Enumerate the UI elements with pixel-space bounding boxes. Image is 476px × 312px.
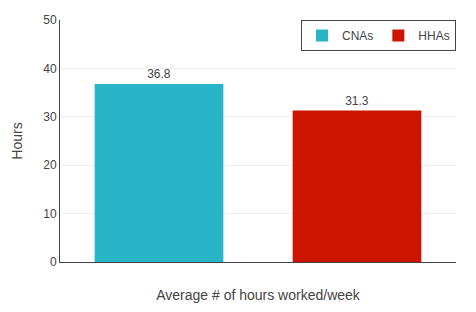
svg-text:0: 0	[50, 255, 57, 269]
svg-text:31.3: 31.3	[345, 94, 369, 108]
svg-text:HHAs: HHAs	[418, 29, 449, 43]
svg-text:Hours: Hours	[9, 122, 25, 159]
svg-text:40: 40	[43, 62, 57, 76]
svg-text:20: 20	[43, 158, 57, 172]
svg-text:36.8: 36.8	[147, 67, 171, 81]
svg-text:50: 50	[43, 13, 57, 27]
svg-text:30: 30	[43, 110, 57, 124]
svg-text:Average # of hours worked/week: Average # of hours worked/week	[156, 287, 361, 303]
svg-text:CNAs: CNAs	[342, 29, 373, 43]
svg-text:10: 10	[43, 207, 57, 221]
